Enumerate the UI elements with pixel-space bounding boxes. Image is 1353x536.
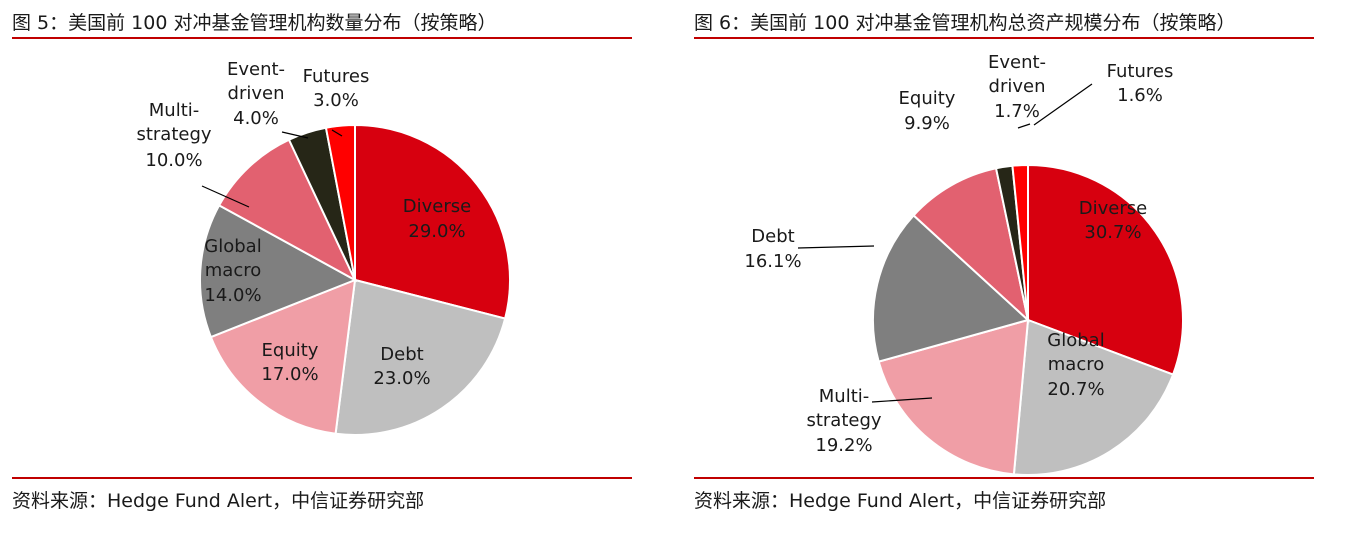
leader-line bbox=[201, 185, 250, 208]
slice-value-label: 14.0% bbox=[204, 285, 261, 306]
slice-value-label: 10.0% bbox=[145, 150, 202, 171]
pie-slice-equity bbox=[912, 167, 1030, 323]
leader-line bbox=[1017, 123, 1031, 129]
title-rule bbox=[694, 37, 1314, 39]
slice-label: Futures bbox=[1107, 61, 1174, 82]
slice-label: Equity bbox=[262, 340, 319, 361]
slice-label: Event-driven bbox=[227, 59, 285, 104]
slice-label: Debt bbox=[751, 226, 794, 247]
figure-6-panel: 图 6：美国前 100 对冲基金管理机构总资产规模分布（按策略） Diverse… bbox=[694, 0, 1316, 536]
slice-label: Equity bbox=[899, 88, 956, 109]
pie-slice-equity bbox=[209, 278, 357, 435]
slice-label: Event-driven bbox=[988, 52, 1046, 97]
slice-value-label: 1.7% bbox=[994, 101, 1040, 122]
slice-value-label: 29.0% bbox=[408, 221, 465, 242]
slice-value-label: 23.0% bbox=[373, 368, 430, 389]
source-rule bbox=[694, 477, 1314, 479]
leader-line bbox=[797, 245, 875, 249]
pie-slice-futures bbox=[324, 123, 356, 281]
slice-value-label: 4.0% bbox=[233, 108, 279, 129]
slice-value-label: 19.2% bbox=[815, 435, 872, 456]
pie-chart-assets: Diverse 30.7% Global macro 20.7% Multi-strate… bbox=[744, 52, 1184, 476]
slice-label: Global macro bbox=[204, 236, 261, 281]
pie-slice-diverse bbox=[1027, 163, 1184, 376]
slice-value-label: 1.6% bbox=[1117, 85, 1163, 106]
slice-value-label: 9.9% bbox=[904, 113, 950, 134]
slice-value-label: 17.0% bbox=[261, 364, 318, 385]
pie-slice-debt bbox=[334, 278, 507, 436]
pie-slice-multi-strategy bbox=[217, 138, 358, 283]
leader-line bbox=[871, 397, 933, 403]
leader-line bbox=[1033, 83, 1093, 126]
leader-line bbox=[281, 131, 309, 139]
pie-chart-count: Diverse 29.0% Debt 23.0% Equity 17.0% Global ma… bbox=[136, 59, 511, 436]
pie-slice-debt bbox=[872, 214, 1031, 363]
slice-label: Diverse bbox=[1079, 198, 1147, 219]
slice-label: Diverse bbox=[403, 196, 471, 217]
leader-line bbox=[331, 129, 343, 137]
figure-title: 图 6：美国前 100 对冲基金管理机构总资产规模分布（按策略） bbox=[694, 12, 1236, 34]
pie-slice-global-macro bbox=[1012, 318, 1175, 476]
figure-5-panel: 图 5：美国前 100 对冲基金管理机构数量分布（按策略） Diverse 29.… bbox=[12, 0, 634, 536]
pie-slice-global-macro bbox=[198, 203, 358, 339]
slice-label: Futures bbox=[303, 66, 370, 87]
title-rule bbox=[12, 37, 632, 39]
source-rule bbox=[12, 477, 632, 479]
pie-slice-diverse bbox=[354, 123, 511, 320]
slice-label: Global macro bbox=[1047, 330, 1104, 375]
source-note: 资料来源：Hedge Fund Alert，中信证券研究部 bbox=[12, 490, 425, 512]
slice-label: Multi-strategy bbox=[136, 100, 211, 145]
slice-value-label: 20.7% bbox=[1047, 379, 1104, 400]
pie-slice-futures bbox=[1011, 163, 1029, 321]
slice-value-label: 16.1% bbox=[744, 251, 801, 272]
figure-title: 图 5：美国前 100 对冲基金管理机构数量分布（按策略） bbox=[12, 12, 497, 34]
slice-value-label: 3.0% bbox=[313, 90, 359, 111]
slice-label: Debt bbox=[380, 344, 423, 365]
pie-slice-multi-strategy bbox=[877, 318, 1030, 476]
slice-label: Multi-strategy bbox=[806, 386, 881, 431]
slice-value-label: 30.7% bbox=[1084, 222, 1141, 243]
source-note: 资料来源：Hedge Fund Alert，中信证券研究部 bbox=[694, 490, 1107, 512]
